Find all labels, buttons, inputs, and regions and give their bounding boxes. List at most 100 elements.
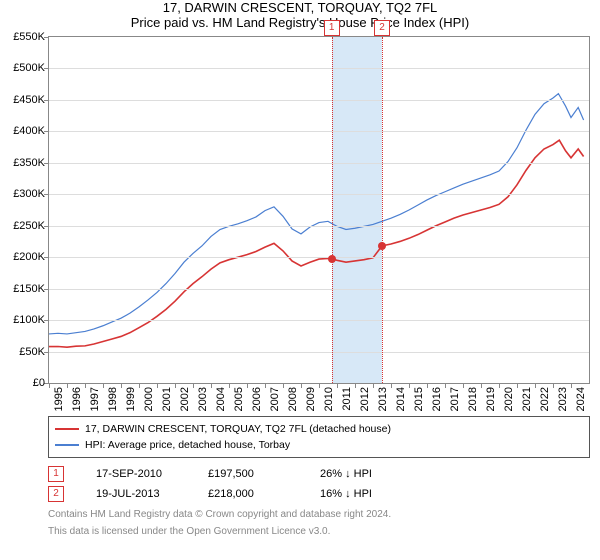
x-tick [247, 383, 248, 388]
x-tick [175, 383, 176, 388]
x-tick [337, 383, 338, 388]
x-axis-label: 1997 [89, 387, 101, 411]
gridline [49, 320, 589, 321]
gridline [49, 68, 589, 69]
row-delta: 16% ↓ HPI [320, 488, 400, 500]
x-tick [67, 383, 68, 388]
legend-row: HPI: Average price, detached house, Torb… [55, 437, 583, 453]
x-tick [535, 383, 536, 388]
legend-swatch [55, 444, 79, 446]
table-row: 1 17-SEP-2010 £197,500 26% ↓ HPI [48, 464, 590, 484]
x-axis-label: 2003 [197, 387, 209, 411]
x-tick [265, 383, 266, 388]
gridline [49, 257, 589, 258]
x-axis-label: 2011 [341, 387, 353, 411]
x-axis-label: 2001 [161, 387, 173, 411]
row-date: 19-JUL-2013 [96, 488, 176, 500]
x-tick [463, 383, 464, 388]
x-tick [121, 383, 122, 388]
table-row: 2 19-JUL-2013 £218,000 16% ↓ HPI [48, 484, 590, 504]
row-date: 17-SEP-2010 [96, 468, 176, 480]
x-axis-label: 2008 [287, 387, 299, 411]
marker-vline [382, 37, 383, 383]
x-axis-label: 1998 [107, 387, 119, 411]
chart-area: £0£50K£100K£150K£200K£250K£300K£350K£400… [48, 36, 590, 384]
x-tick [319, 383, 320, 388]
x-axis-label: 2015 [413, 387, 425, 411]
gridline [49, 352, 589, 353]
x-axis-label: 2020 [503, 387, 515, 411]
legend-label: 17, DARWIN CRESCENT, TORQUAY, TQ2 7FL (d… [85, 423, 391, 435]
row-marker-box: 1 [48, 466, 64, 482]
y-axis-label: £250K [13, 220, 45, 232]
row-price: £218,000 [208, 488, 288, 500]
gridline [49, 100, 589, 101]
x-axis-label: 2013 [377, 387, 389, 411]
gridline [49, 289, 589, 290]
x-tick [481, 383, 482, 388]
chart-title: 17, DARWIN CRESCENT, TORQUAY, TQ2 7FL [0, 0, 600, 15]
y-axis-label: £300K [13, 188, 45, 200]
x-axis-label: 2019 [485, 387, 497, 411]
x-tick [517, 383, 518, 388]
marker-dot [328, 255, 336, 263]
x-axis-label: 2014 [395, 387, 407, 411]
x-tick [103, 383, 104, 388]
y-axis-label: £200K [13, 251, 45, 263]
x-axis-label: 2018 [467, 387, 479, 411]
x-axis-label: 2005 [233, 387, 245, 411]
row-marker-box: 2 [48, 486, 64, 502]
marker-label: 2 [374, 20, 390, 36]
marker-label: 1 [324, 20, 340, 36]
x-axis-label: 1996 [71, 387, 83, 411]
transaction-table: 1 17-SEP-2010 £197,500 26% ↓ HPI 2 19-JUL-201… [48, 464, 590, 504]
gridline [49, 131, 589, 132]
gridline [49, 163, 589, 164]
chart-subtitle: Price paid vs. HM Land Registry's House … [0, 15, 600, 30]
x-tick [391, 383, 392, 388]
x-tick [373, 383, 374, 388]
x-tick [427, 383, 428, 388]
x-tick [355, 383, 356, 388]
y-axis-label: £0 [33, 377, 45, 389]
series-line [49, 94, 584, 334]
footnote-1: Contains HM Land Registry data © Crown c… [48, 508, 590, 521]
x-axis-label: 2010 [323, 387, 335, 411]
legend: 17, DARWIN CRESCENT, TORQUAY, TQ2 7FL (d… [48, 416, 590, 458]
x-tick [211, 383, 212, 388]
x-axis-label: 2009 [305, 387, 317, 411]
x-axis-label: 2004 [215, 387, 227, 411]
y-axis-label: £450K [13, 94, 45, 106]
x-tick [571, 383, 572, 388]
row-delta: 26% ↓ HPI [320, 468, 400, 480]
x-tick [553, 383, 554, 388]
legend-label: HPI: Average price, detached house, Torb… [85, 439, 290, 451]
marker-vline [332, 37, 333, 383]
x-axis-label: 2021 [521, 387, 533, 411]
x-axis-label: 2006 [251, 387, 263, 411]
x-axis-label: 1999 [125, 387, 137, 411]
y-axis-label: £100K [13, 314, 45, 326]
gridline [49, 194, 589, 195]
row-price: £197,500 [208, 468, 288, 480]
x-tick [499, 383, 500, 388]
x-tick [445, 383, 446, 388]
y-axis-label: £350K [13, 157, 45, 169]
x-tick [229, 383, 230, 388]
chart-svg [49, 37, 589, 383]
x-tick [139, 383, 140, 388]
x-axis-label: 2000 [143, 387, 155, 411]
x-tick [193, 383, 194, 388]
x-axis-label: 2017 [449, 387, 461, 411]
y-axis-label: £400K [13, 125, 45, 137]
y-axis-label: £50K [19, 346, 45, 358]
x-tick [49, 383, 50, 388]
x-tick [283, 383, 284, 388]
legend-row: 17, DARWIN CRESCENT, TORQUAY, TQ2 7FL (d… [55, 421, 583, 437]
x-axis-label: 2016 [431, 387, 443, 411]
footnote-2: This data is licensed under the Open Gov… [48, 525, 590, 538]
gridline [49, 226, 589, 227]
x-tick [85, 383, 86, 388]
x-axis-label: 2022 [539, 387, 551, 411]
y-axis-label: £550K [13, 31, 45, 43]
